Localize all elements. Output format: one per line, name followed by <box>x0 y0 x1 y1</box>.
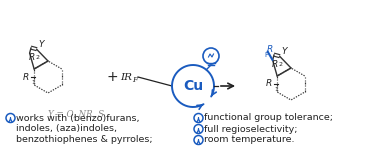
Text: Cu: Cu <box>183 79 203 93</box>
Text: 1: 1 <box>31 80 35 85</box>
Text: IR: IR <box>120 73 132 82</box>
Text: functional group tolerance;: functional group tolerance; <box>204 114 333 122</box>
Text: R: R <box>266 80 272 89</box>
Text: R: R <box>29 53 35 62</box>
Text: R: R <box>272 60 278 69</box>
Text: R: R <box>266 45 273 54</box>
Text: Y = O, NR, S: Y = O, NR, S <box>48 110 104 118</box>
Text: 1: 1 <box>274 87 278 92</box>
Text: +: + <box>106 70 118 84</box>
Text: full regioselectivity;: full regioselectivity; <box>204 125 297 134</box>
Text: works with (benzo)furans,: works with (benzo)furans, <box>16 114 139 122</box>
Text: F: F <box>132 76 137 84</box>
Text: 2: 2 <box>35 55 39 60</box>
Text: indoles, (aza)indoles,: indoles, (aza)indoles, <box>16 125 117 134</box>
Text: room temperature.: room temperature. <box>204 135 294 145</box>
Text: Y: Y <box>282 47 287 56</box>
Text: R: R <box>23 73 29 82</box>
Text: F: F <box>264 52 268 58</box>
Text: Y: Y <box>39 40 44 49</box>
Text: 2: 2 <box>278 62 282 67</box>
Text: benzothiophenes & pyrroles;: benzothiophenes & pyrroles; <box>16 135 153 145</box>
